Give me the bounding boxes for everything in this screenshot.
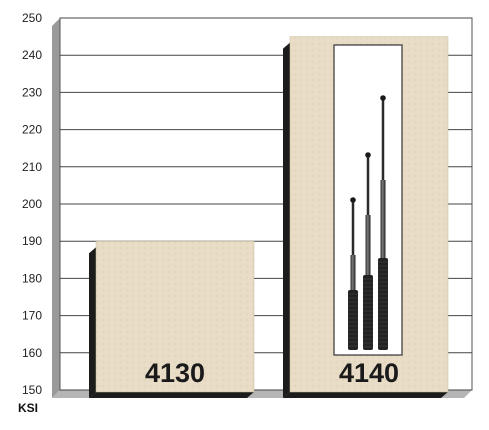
bar-face (95, 240, 255, 393)
bar-side (283, 42, 290, 398)
y-tick-label: 160 (22, 346, 42, 360)
y-tick-label: 200 (22, 197, 42, 211)
bar-4130: 4130 (89, 240, 255, 398)
y-tick-label: 230 (22, 85, 42, 99)
bar-label: 4130 (145, 358, 205, 388)
bar-base (89, 392, 254, 398)
y-tick-label: 150 (22, 383, 42, 397)
y-tick-label: 220 (22, 123, 42, 137)
y-tick-label: 190 (22, 234, 42, 248)
left-wall (52, 18, 60, 398)
y-tick-label: 180 (22, 271, 42, 285)
y-tick-label: 170 (22, 309, 42, 323)
baton (348, 197, 358, 350)
bar-4140: 4140 (283, 36, 449, 398)
y-axis-unit-label: KSI (18, 401, 38, 415)
bar-side (89, 247, 96, 398)
bar-base (283, 392, 448, 398)
baton (378, 95, 388, 350)
y-tick-label: 250 (22, 11, 42, 25)
y-tick-label: 210 (22, 160, 42, 174)
y-tick-label: 240 (22, 48, 42, 62)
baton (363, 152, 373, 350)
bar-label: 4140 (339, 358, 399, 388)
y-axis-ticks: 150 160 170 180 190 200 210 220 230 240 250 (22, 11, 42, 397)
baton-image (333, 44, 403, 356)
bars: 4130 4140 (89, 36, 449, 398)
